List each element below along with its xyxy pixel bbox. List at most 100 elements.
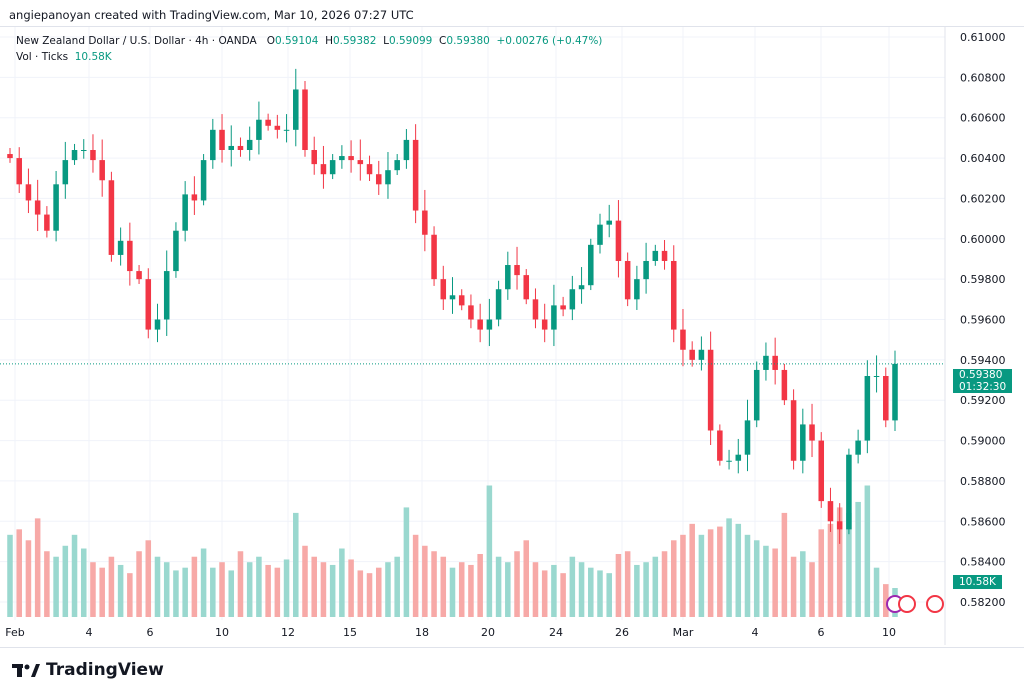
volume-bar	[763, 545, 769, 617]
candle-body	[173, 230, 179, 272]
symbol-title[interactable]: New Zealand Dollar / U.S. Dollar · 4h · …	[16, 35, 257, 47]
candle-body	[228, 145, 235, 150]
tradingview-logo[interactable]: TradingView	[12, 660, 164, 680]
change-value: +0.00276 (+0.47%)	[496, 35, 603, 47]
candle-body	[237, 145, 244, 150]
chart-legend: New Zealand Dollar / U.S. Dollar · 4h · …	[16, 33, 602, 65]
volume-bar	[744, 534, 751, 617]
candle-body	[127, 240, 133, 272]
y-tick-label: 0.59000	[960, 435, 1006, 448]
volume-bar	[200, 548, 207, 617]
candle-body	[320, 164, 327, 175]
volume-bar	[90, 562, 96, 617]
candle-body	[44, 214, 50, 231]
candle-body	[873, 376, 880, 377]
volume-bar	[781, 512, 788, 617]
y-tick-label: 0.59400	[960, 354, 1006, 367]
candle-body	[200, 160, 207, 201]
candle-body	[588, 244, 594, 286]
candle-body	[311, 150, 317, 165]
x-tick-label: 26	[615, 626, 629, 639]
volume-bar	[163, 562, 170, 617]
tradingview-logo-icon	[12, 664, 40, 677]
volume-value: 10.58K	[74, 51, 112, 63]
volume-bar	[569, 556, 576, 617]
candle-body	[99, 160, 105, 181]
volume-bar	[219, 562, 225, 617]
volume-bar	[422, 545, 428, 617]
candle-body	[80, 150, 87, 151]
candle-body	[385, 170, 391, 185]
y-tick-label: 0.58600	[960, 515, 1006, 528]
volume-bar	[385, 562, 391, 617]
volume-bar	[265, 564, 271, 617]
candle-body	[634, 279, 640, 300]
candle-body	[717, 430, 723, 461]
y-tick-label: 0.60000	[960, 233, 1006, 246]
volume-bar	[790, 556, 797, 617]
candle-body	[753, 369, 760, 421]
candle-body	[615, 220, 622, 261]
close-label: C	[439, 35, 447, 47]
candle-body	[34, 200, 41, 215]
high-label: H	[325, 35, 333, 47]
y-tick-label: 0.59600	[960, 314, 1006, 327]
candle-body	[403, 139, 410, 161]
candle-body	[883, 376, 889, 421]
volume-bar	[827, 523, 834, 617]
volume-bar	[698, 534, 705, 617]
volume-bar	[726, 518, 732, 617]
candle-body	[855, 440, 861, 455]
volume-bar	[34, 518, 41, 617]
volume-bar	[311, 556, 317, 617]
y-tick-label: 0.59800	[960, 273, 1006, 286]
candle-body	[108, 180, 115, 255]
y-tick-label: 0.60800	[960, 71, 1006, 84]
volume-bar	[62, 545, 69, 617]
volume-bar	[477, 553, 483, 617]
x-tick-label: Mar	[673, 626, 694, 639]
candle-body	[763, 355, 769, 370]
volume-bar	[274, 567, 281, 617]
candle-body	[7, 154, 13, 159]
volume-bar	[652, 556, 659, 617]
volume-bar	[25, 540, 32, 617]
candle-body	[772, 355, 778, 370]
candle-body	[578, 285, 585, 290]
candle-body	[726, 460, 732, 462]
candle-body	[256, 119, 262, 140]
candle-body	[643, 260, 649, 280]
volume-bar	[375, 567, 382, 617]
candle-body	[117, 240, 124, 255]
volume-bar	[173, 570, 179, 617]
volume-bar	[514, 551, 520, 617]
y-tick-label: 0.58800	[960, 475, 1006, 488]
candle-body	[652, 250, 659, 261]
volume-bar	[191, 556, 198, 617]
x-tick-label: 10	[882, 626, 896, 639]
volume-bar	[864, 485, 871, 617]
volume-bar	[634, 564, 640, 617]
volume-badge: 10.58K	[953, 575, 1002, 589]
candle-body	[163, 271, 170, 320]
candle-body	[532, 299, 539, 320]
volume-bar	[873, 567, 880, 617]
volume-bar	[108, 556, 115, 617]
volume-bar	[578, 562, 585, 617]
candle-body	[744, 420, 751, 455]
candle-body	[818, 440, 825, 502]
candle-body	[348, 156, 354, 161]
candle-body	[670, 260, 677, 330]
volume-bar	[71, 534, 78, 617]
candle-body	[90, 150, 96, 161]
volume-bar	[145, 540, 152, 617]
volume-bar	[136, 551, 142, 617]
event-flag-icon	[926, 595, 944, 613]
candle-body	[624, 260, 631, 300]
y-tick-label: 0.60200	[960, 192, 1006, 205]
volume-bar	[329, 564, 336, 617]
volume-bar	[541, 570, 548, 617]
candle-body	[523, 275, 530, 300]
volume-bar	[560, 573, 566, 617]
